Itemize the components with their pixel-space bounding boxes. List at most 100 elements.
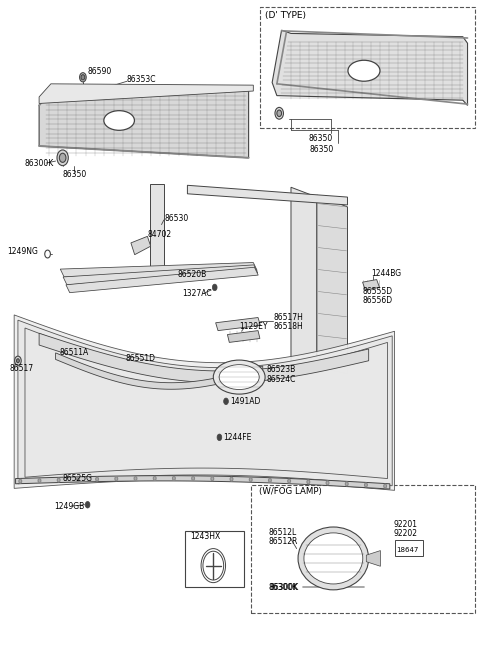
Text: 86525G: 86525G: [63, 474, 93, 483]
Polygon shape: [25, 328, 387, 479]
Polygon shape: [39, 333, 369, 382]
Circle shape: [134, 476, 137, 480]
Polygon shape: [131, 236, 151, 255]
Text: 1249NG: 1249NG: [7, 247, 38, 256]
Circle shape: [212, 284, 217, 291]
Circle shape: [230, 477, 233, 481]
Polygon shape: [272, 30, 468, 106]
Text: 86523B: 86523B: [266, 365, 296, 375]
Text: 86300K: 86300K: [25, 159, 54, 167]
Text: 84702: 84702: [147, 230, 171, 239]
Text: 86350: 86350: [63, 170, 87, 178]
Ellipse shape: [298, 527, 369, 590]
FancyBboxPatch shape: [251, 485, 475, 613]
Text: 86353C: 86353C: [126, 75, 156, 84]
Polygon shape: [14, 315, 395, 490]
Polygon shape: [56, 353, 263, 389]
Text: 1491AD: 1491AD: [230, 397, 260, 406]
Circle shape: [277, 110, 282, 117]
Text: 86300K: 86300K: [270, 583, 299, 592]
Polygon shape: [150, 184, 164, 276]
Polygon shape: [39, 84, 253, 104]
Text: 86517: 86517: [10, 364, 34, 373]
Circle shape: [384, 484, 386, 488]
FancyBboxPatch shape: [185, 531, 244, 586]
Ellipse shape: [304, 533, 363, 584]
Circle shape: [224, 398, 228, 405]
Circle shape: [19, 480, 22, 483]
Text: 86512L: 86512L: [269, 527, 297, 537]
Text: 86518H: 86518H: [273, 322, 303, 331]
Polygon shape: [362, 279, 380, 290]
Polygon shape: [66, 267, 258, 293]
Polygon shape: [63, 265, 258, 285]
Circle shape: [14, 356, 21, 365]
Text: 86551D: 86551D: [125, 354, 155, 363]
Circle shape: [57, 478, 60, 482]
Text: 86517H: 86517H: [273, 313, 303, 322]
Circle shape: [203, 551, 224, 580]
Text: 1327AC: 1327AC: [183, 289, 212, 298]
Text: 1249GB: 1249GB: [55, 502, 85, 511]
Text: 1244FE: 1244FE: [223, 433, 252, 442]
Text: (D' TYPE): (D' TYPE): [265, 10, 306, 20]
Text: 92201: 92201: [394, 520, 418, 529]
Circle shape: [211, 477, 214, 481]
Text: 86520B: 86520B: [178, 270, 207, 279]
Polygon shape: [216, 318, 260, 331]
Circle shape: [192, 476, 194, 480]
Text: 86524C: 86524C: [266, 375, 296, 384]
FancyBboxPatch shape: [260, 7, 475, 129]
Circle shape: [326, 481, 329, 485]
Text: 86555D: 86555D: [362, 287, 393, 296]
Polygon shape: [60, 262, 257, 277]
Circle shape: [45, 250, 50, 258]
Text: (W/FOG LAMP): (W/FOG LAMP): [260, 487, 322, 496]
Polygon shape: [15, 476, 390, 489]
Circle shape: [85, 501, 90, 508]
Text: 86530: 86530: [165, 213, 189, 222]
Circle shape: [288, 479, 290, 483]
FancyBboxPatch shape: [395, 540, 423, 556]
Circle shape: [76, 478, 79, 482]
Text: 86300K: 86300K: [269, 583, 298, 592]
Circle shape: [81, 75, 85, 80]
Text: 86512R: 86512R: [269, 537, 298, 546]
Text: 1244BG: 1244BG: [371, 269, 401, 278]
Text: 1243HX: 1243HX: [190, 531, 220, 541]
Circle shape: [217, 434, 222, 441]
Circle shape: [249, 478, 252, 482]
Circle shape: [364, 483, 367, 487]
Text: 86350: 86350: [309, 134, 333, 142]
Text: 86511A: 86511A: [60, 348, 89, 358]
Circle shape: [275, 108, 284, 119]
Circle shape: [345, 482, 348, 486]
Circle shape: [172, 476, 175, 480]
Text: 86350: 86350: [310, 145, 334, 154]
Text: 86556D: 86556D: [362, 296, 393, 305]
Circle shape: [60, 154, 66, 163]
Text: 92202: 92202: [394, 529, 418, 538]
Polygon shape: [39, 87, 249, 158]
Polygon shape: [366, 550, 381, 566]
Ellipse shape: [219, 365, 259, 390]
Text: 86590: 86590: [87, 67, 112, 76]
Circle shape: [38, 479, 41, 483]
Polygon shape: [317, 195, 348, 374]
Circle shape: [16, 359, 19, 363]
Polygon shape: [291, 187, 317, 367]
Circle shape: [57, 150, 68, 166]
Circle shape: [96, 477, 98, 481]
Text: 1129EY: 1129EY: [239, 321, 268, 331]
Text: 18647: 18647: [396, 547, 419, 553]
Polygon shape: [18, 320, 392, 485]
Ellipse shape: [348, 60, 380, 81]
Circle shape: [80, 73, 86, 82]
Polygon shape: [228, 331, 260, 342]
Circle shape: [268, 478, 271, 482]
Ellipse shape: [213, 360, 265, 394]
Ellipse shape: [104, 111, 134, 131]
Circle shape: [153, 476, 156, 480]
Polygon shape: [187, 185, 348, 205]
Circle shape: [307, 480, 310, 484]
